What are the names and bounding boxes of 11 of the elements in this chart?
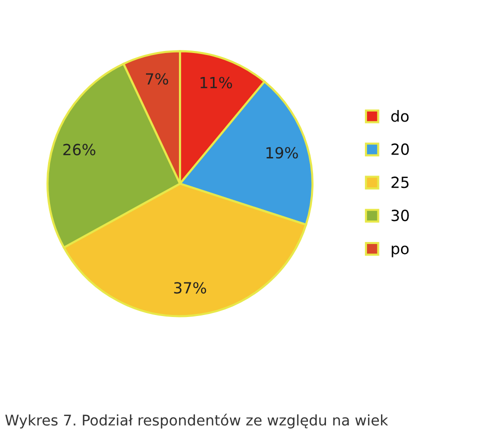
- data-label: 11%: [200, 76, 232, 88]
- data-label: 37%: [174, 282, 206, 294]
- data-label: 19%: [266, 146, 298, 159]
- data-label: 7%: [146, 73, 168, 85]
- legend-label: po: [392, 246, 409, 258]
- data-label: 26%: [63, 144, 96, 156]
- legend-label: 25: [392, 176, 409, 188]
- legend-label: 20: [392, 143, 409, 155]
- legend-label: 30: [392, 210, 409, 222]
- text: Wykres 7. Podział respondentów ze względu na wiek: [5, 414, 388, 428]
- legend-label: do: [391, 110, 409, 122]
